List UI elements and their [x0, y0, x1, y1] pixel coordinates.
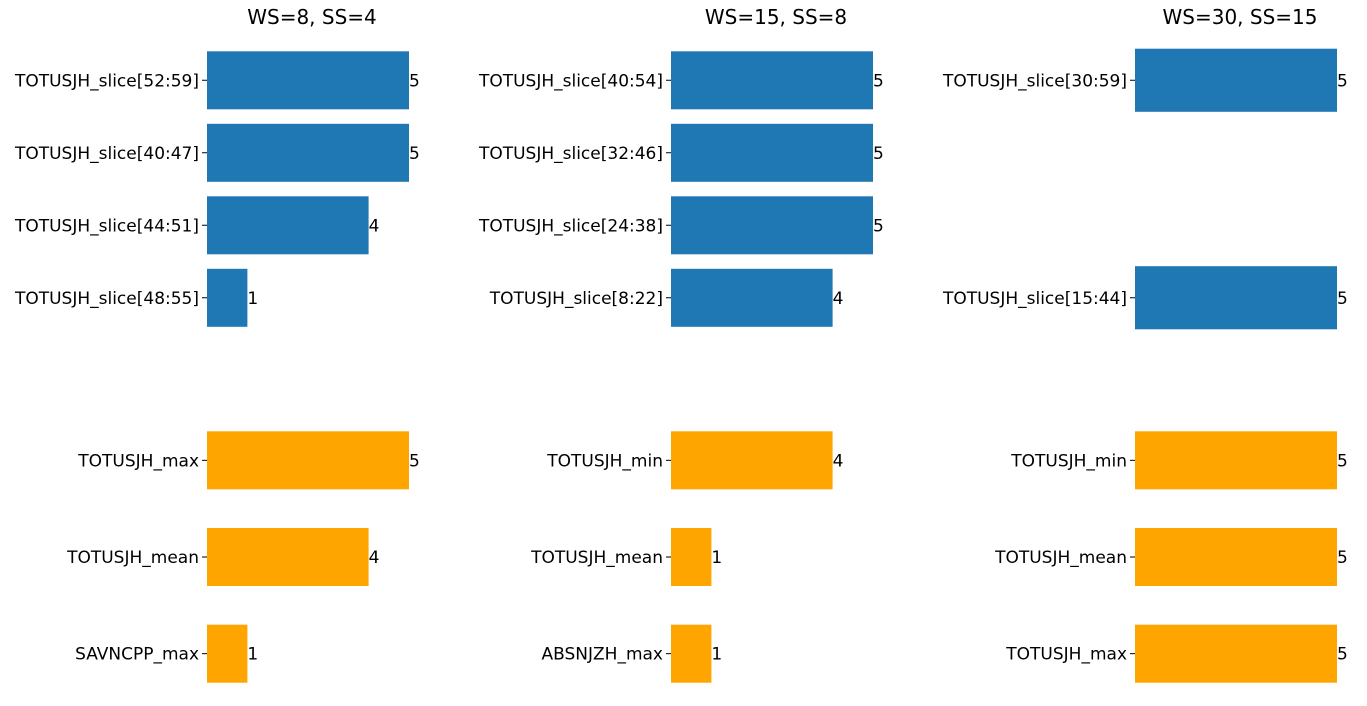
- chart-panel-3: WS=30, SS=15 TOTUSJH_slice[30:59] 5 TOTUSJH…: [942, 5, 1348, 683]
- panel-title: WS=15, SS=8: [705, 5, 847, 29]
- data-label: 5: [873, 216, 884, 236]
- bar: [1135, 431, 1337, 490]
- data-label: 5: [409, 71, 420, 91]
- data-label: 1: [247, 289, 258, 309]
- y-tick-label: TOTUSJH_slice[44:51]: [14, 216, 199, 236]
- y-tick-label: TOTUSJH_mean: [66, 548, 199, 568]
- data-label: 1: [711, 645, 722, 665]
- bar: [207, 528, 369, 586]
- bar: [1135, 266, 1337, 330]
- bar: [671, 123, 873, 182]
- bar: [671, 431, 833, 490]
- bar: [671, 624, 712, 683]
- y-tick-label: TOTUSJH_slice[40:47]: [14, 144, 199, 164]
- bar: [207, 196, 369, 255]
- y-tick-label: TOTUSJH_slice[15:44]: [942, 289, 1127, 309]
- y-tick-label: TOTUSJH_mean: [530, 548, 663, 568]
- data-label: 5: [1337, 289, 1348, 309]
- y-tick-label: TOTUSJH_min: [1010, 451, 1127, 471]
- data-label: 4: [369, 216, 380, 236]
- y-tick-label: TOTUSJH_max: [1005, 645, 1127, 665]
- bar: [207, 624, 248, 683]
- y-tick-label: TOTUSJH_slice[32:46]: [478, 144, 663, 164]
- data-label: 4: [369, 548, 380, 568]
- data-label: 1: [247, 645, 258, 665]
- y-tick-label: SAVNCPP_max: [75, 645, 199, 665]
- bar: [671, 51, 873, 110]
- chart-panel-1: WS=8, SS=4 TOTUSJH_slice[52:59] 5 TOTUSJH_s…: [14, 5, 420, 683]
- y-tick-label: TOTUSJH_slice[24:38]: [478, 216, 663, 236]
- y-tick-label: TOTUSJH_slice[40:54]: [478, 71, 663, 91]
- bar: [1135, 48, 1337, 112]
- panel-title: WS=8, SS=4: [247, 5, 377, 29]
- bar: [207, 51, 409, 110]
- data-label: 5: [873, 144, 884, 164]
- y-tick-label: TOTUSJH_slice[8:22]: [489, 289, 663, 309]
- y-tick-label: TOTUSJH_max: [77, 451, 199, 471]
- y-tick-label: TOTUSJH_slice[52:59]: [14, 71, 199, 91]
- bar: [207, 123, 409, 182]
- y-tick-label: TOTUSJH_min: [546, 451, 663, 471]
- bar: [207, 268, 248, 327]
- bar: [1135, 528, 1337, 586]
- panel-title: WS=30, SS=15: [1163, 5, 1318, 29]
- data-label: 4: [833, 289, 844, 309]
- data-label: 5: [1337, 71, 1348, 91]
- y-tick-label: TOTUSJH_slice[30:59]: [942, 71, 1127, 91]
- data-label: 5: [409, 144, 420, 164]
- chart-panel-2: WS=15, SS=8 TOTUSJH_slice[40:54] 5 TOTUSJH_…: [478, 5, 884, 683]
- bar: [671, 196, 873, 255]
- data-label: 5: [1337, 645, 1348, 665]
- data-label: 5: [409, 451, 420, 471]
- bar: [1135, 624, 1337, 683]
- data-label: 5: [1337, 548, 1348, 568]
- data-label: 5: [873, 71, 884, 91]
- bar: [207, 431, 409, 490]
- bar: [671, 268, 833, 327]
- data-label: 5: [1337, 451, 1348, 471]
- y-tick-label: TOTUSJH_mean: [994, 548, 1127, 568]
- data-label: 4: [833, 451, 844, 471]
- y-tick-label: TOTUSJH_slice[48:55]: [14, 289, 199, 309]
- data-label: 1: [711, 548, 722, 568]
- y-tick-label: ABSNJZH_max: [542, 645, 663, 665]
- bar: [671, 528, 712, 586]
